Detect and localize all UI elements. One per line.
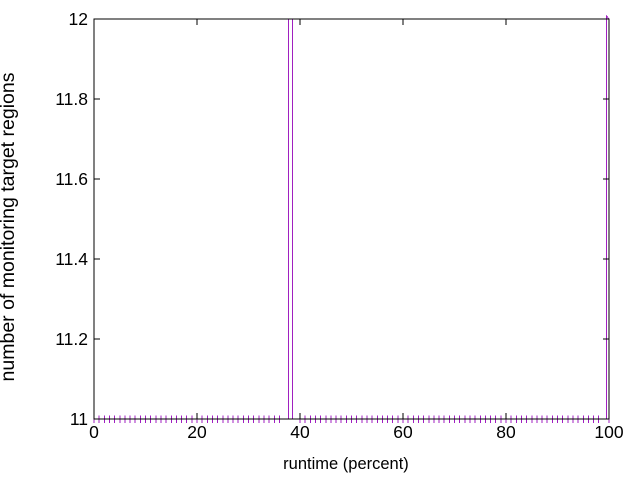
svg-text:11: 11 bbox=[70, 409, 88, 429]
svg-text:0: 0 bbox=[89, 422, 99, 442]
svg-text:11.8: 11.8 bbox=[55, 89, 88, 109]
svg-text:100: 100 bbox=[594, 422, 623, 442]
svg-text:12: 12 bbox=[69, 9, 88, 29]
svg-text:80: 80 bbox=[496, 422, 516, 442]
svg-text:40: 40 bbox=[290, 422, 310, 442]
svg-text:11.2: 11.2 bbox=[55, 329, 88, 349]
svg-text:runtime (percent): runtime (percent) bbox=[283, 455, 409, 473]
svg-text:11.6: 11.6 bbox=[55, 169, 88, 189]
svg-text:11.4: 11.4 bbox=[55, 249, 88, 269]
svg-text:number of monitoring target re: number of monitoring target regions bbox=[0, 72, 19, 381]
svg-text:60: 60 bbox=[393, 422, 413, 442]
svg-text:20: 20 bbox=[187, 422, 207, 442]
